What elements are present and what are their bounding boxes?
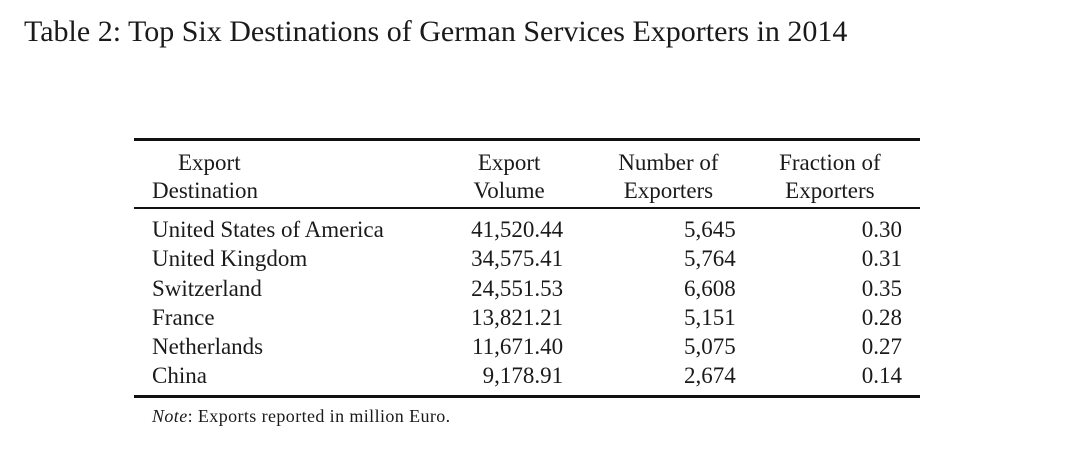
data-table: Export Export Number of Fraction of Dest… xyxy=(134,138,920,427)
header-row-2: Destination Volume Exporters Exporters xyxy=(134,177,920,207)
cell-exporters: 2,674 xyxy=(683,363,736,389)
cell-fraction: 0.27 xyxy=(861,334,902,360)
table-row: China 9,178.91 2,674 0.14 xyxy=(134,361,920,394)
cell-fraction: 0.28 xyxy=(861,304,902,330)
table-row: Netherlands 11,671.40 5,075 0.27 xyxy=(134,332,920,361)
cell-volume: 11,671.40 xyxy=(472,334,564,360)
cell-destination: United States of America xyxy=(152,217,384,242)
header-exporters-line1: Number of xyxy=(618,150,719,175)
table-row: United Kingdom 34,575.41 5,764 0.31 xyxy=(134,244,920,273)
cell-fraction: 0.31 xyxy=(861,246,902,272)
table-row: France 13,821.21 5,151 0.28 xyxy=(134,303,920,332)
table-row: Switzerland 24,551.53 6,608 0.35 xyxy=(134,274,920,303)
header-volume-line2: Volume xyxy=(473,178,545,203)
table-caption: Table 2: Top Six Destinations of German … xyxy=(24,15,848,48)
cell-fraction: 0.35 xyxy=(861,275,902,301)
cell-destination: United Kingdom xyxy=(152,246,308,272)
note-label: Note xyxy=(152,405,188,426)
cell-volume: 9,178.91 xyxy=(482,363,564,389)
header-exporters-line2: Exporters xyxy=(623,178,714,203)
header-rule xyxy=(134,207,920,209)
cell-exporters: 6,608 xyxy=(683,275,736,301)
cell-fraction: 0.14 xyxy=(861,363,902,389)
cell-fraction: 0.30 xyxy=(861,217,902,242)
header-volume-line1: Export xyxy=(477,150,541,175)
cell-exporters: 5,075 xyxy=(683,334,736,360)
cell-volume: 41,520.44 xyxy=(471,217,564,242)
cell-destination: China xyxy=(152,363,207,389)
cell-exporters: 5,645 xyxy=(683,217,736,242)
cell-volume: 34,575.41 xyxy=(471,246,564,272)
bottom-rule xyxy=(134,394,920,398)
top-rule xyxy=(134,138,920,141)
cell-volume: 24,551.53 xyxy=(471,275,564,301)
header-row-1: Export Export Number of Fraction of xyxy=(134,141,920,177)
header-destination-line2: Destination xyxy=(152,178,259,203)
table-row: United States of America 41,520.44 5,645… xyxy=(134,209,920,244)
cell-destination: Netherlands xyxy=(152,334,264,360)
cell-destination: Switzerland xyxy=(152,275,262,301)
exports-table: Export Export Number of Fraction of Dest… xyxy=(134,141,920,395)
table-note: Note: Exports reported in million Euro. xyxy=(134,406,920,427)
header-fraction-line1: Fraction of xyxy=(779,150,881,175)
cell-destination: France xyxy=(152,304,215,330)
note-text: : Exports reported in million Euro. xyxy=(187,405,451,426)
header-destination-line1: Export xyxy=(178,150,241,175)
cell-volume: 13,821.21 xyxy=(471,304,564,330)
cell-exporters: 5,764 xyxy=(683,246,736,272)
header-fraction-line2: Exporters xyxy=(785,178,875,203)
cell-exporters: 5,151 xyxy=(683,304,736,330)
